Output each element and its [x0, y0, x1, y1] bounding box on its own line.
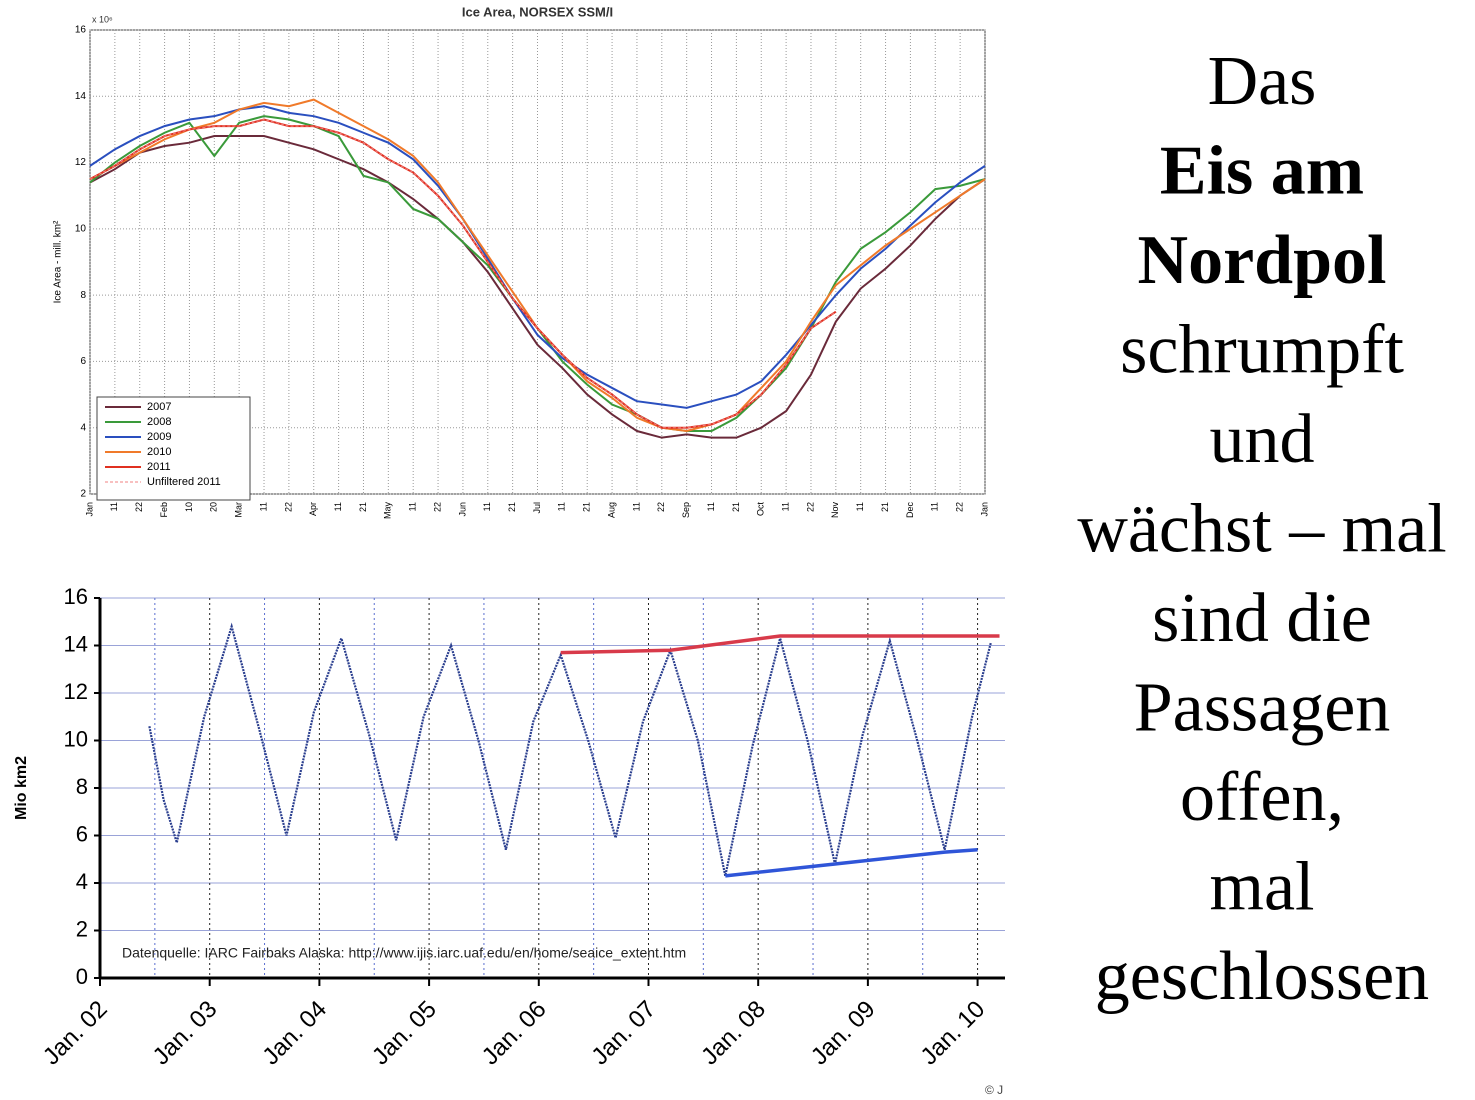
legend-label: Unfiltered 2011 [147, 476, 221, 488]
legend-label: 2009 [147, 431, 171, 443]
y-tick-label: 8 [80, 290, 86, 301]
y-tick-label: 2 [76, 916, 88, 941]
y-tick-label: 10 [75, 223, 87, 234]
y-tick-label: 4 [76, 869, 88, 894]
x-tick-label: May [383, 502, 393, 520]
x-tick-label: 10 [184, 502, 194, 512]
chart-title: Ice Area, NORSEX SSM/I [462, 4, 613, 19]
x-tick-label: Aug [606, 502, 616, 518]
y-multiplier: x 10⁶ [92, 14, 113, 24]
x-tick-label: Mar [234, 502, 244, 518]
y-tick-label: 6 [80, 356, 86, 367]
x-tick-label: Jan. 02 [38, 996, 113, 1071]
y-tick-label: 12 [75, 157, 87, 168]
y-tick-label: 10 [64, 726, 88, 751]
x-tick-label: Feb [159, 502, 169, 518]
credit: © J [985, 1083, 1003, 1097]
legend-label: 2007 [147, 401, 171, 413]
x-tick-label: Jul [532, 502, 542, 514]
x-tick-label: 11 [855, 502, 865, 511]
legend-label: 2010 [147, 446, 171, 458]
slide-text: offen, [1180, 759, 1344, 836]
x-tick-label: Jan. 08 [696, 996, 771, 1071]
x-tick-label: 11 [109, 502, 119, 511]
x-tick-label: Jun [457, 502, 467, 517]
legend-label: 2011 [147, 461, 171, 473]
x-tick-label: 21 [582, 502, 592, 512]
y-tick-label: 16 [64, 584, 88, 609]
y-tick-label: 4 [80, 422, 86, 433]
x-tick-label: Apr [308, 502, 318, 516]
y-tick-label: 8 [76, 774, 88, 799]
x-tick-label: 21 [731, 502, 741, 512]
slide-text: Passagen [1134, 670, 1391, 747]
y-tick-label: 14 [75, 91, 87, 102]
y-tick-label: 6 [76, 821, 88, 846]
x-tick-label: 22 [134, 502, 144, 512]
x-tick-label: Oct [756, 502, 766, 517]
x-tick-label: Sep [681, 502, 691, 518]
x-tick-label: 11 [780, 502, 790, 511]
x-tick-label: 11 [482, 502, 492, 511]
x-tick-label: 11 [258, 502, 268, 511]
x-tick-label: 11 [333, 502, 343, 511]
series-line [89, 118, 837, 429]
slide-text: Das [1208, 43, 1317, 120]
x-tick-label: Jan. 07 [586, 996, 661, 1071]
x-tick-label: Jan [979, 502, 989, 517]
x-tick-label: Jan. 10 [916, 996, 991, 1071]
series-line [148, 622, 992, 877]
slide-text: geschlossen [1095, 938, 1429, 1015]
x-tick-label: Jan. 06 [477, 996, 552, 1071]
x-tick-label: Jan. 03 [148, 996, 223, 1071]
x-tick-label: 22 [955, 502, 965, 512]
x-tick-label: 22 [283, 502, 293, 512]
x-tick-label: 11 [408, 502, 418, 511]
series-line [560, 634, 1000, 655]
x-tick-label: 11 [706, 502, 716, 511]
x-tick-label: Nov [830, 502, 840, 519]
x-tick-label: 22 [432, 502, 442, 512]
x-tick-label: 11 [557, 502, 567, 511]
slide-text: und [1210, 401, 1315, 478]
y-axis-label: Ice Area - mill. km² [53, 220, 64, 303]
slide-text: Nordpol [1138, 222, 1387, 299]
x-tick-label: 21 [358, 502, 368, 512]
y-tick-label: 0 [76, 964, 88, 989]
y-tick-label: 2 [80, 489, 86, 500]
x-tick-label: Jan [84, 502, 94, 517]
x-tick-label: 20 [209, 502, 219, 512]
x-tick-label: 21 [880, 502, 890, 512]
x-tick-label: Jan. 05 [367, 996, 442, 1071]
x-tick-label: 22 [805, 502, 815, 512]
x-tick-label: 21 [507, 502, 517, 512]
y-tick-label: 14 [64, 631, 88, 656]
source-note: Datenquelle: IARC Fairbaks Alaska: http:… [122, 945, 686, 961]
x-tick-label: Jan. 04 [257, 996, 332, 1071]
y-tick-label: 16 [75, 25, 87, 36]
x-tick-label: 11 [631, 502, 641, 511]
x-tick-label: 22 [656, 502, 666, 512]
series-line [725, 848, 978, 878]
slide-text: sind die [1152, 580, 1372, 657]
y-tick-label: 12 [64, 679, 88, 704]
slide-text: Eis am [1160, 133, 1364, 210]
x-tick-label: 11 [930, 502, 940, 511]
y-axis-label: Mio km2 [13, 756, 30, 820]
legend-label: 2008 [147, 416, 171, 428]
slide-text: mal [1210, 849, 1315, 926]
legend-box [96, 396, 251, 501]
x-tick-label: Dec [905, 502, 915, 519]
slide-text: wächst – mal [1077, 491, 1446, 568]
series-line [89, 135, 986, 439]
x-tick-label: Jan. 09 [806, 996, 881, 1071]
slide-text: schrumpft [1120, 312, 1404, 389]
